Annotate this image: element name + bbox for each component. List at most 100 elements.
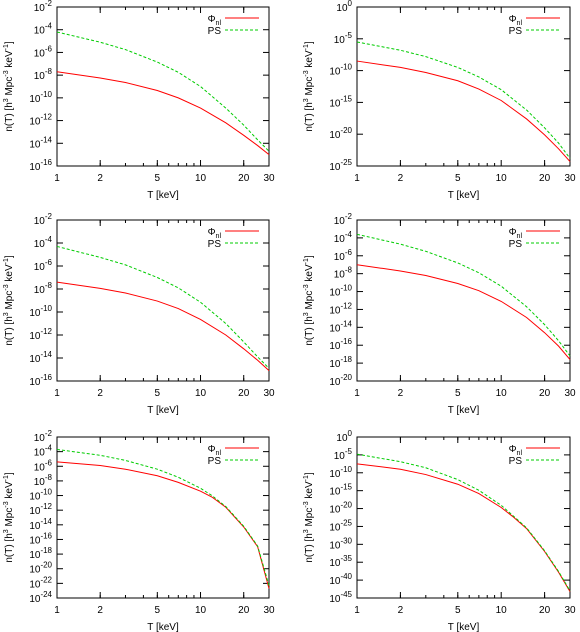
y-tick-label: 10-4 xyxy=(334,230,353,245)
x-tick-label: 30 xyxy=(263,605,275,616)
y-tick-label: 10-4 xyxy=(34,444,53,459)
series-line-ps xyxy=(356,453,571,592)
y-axis-label: n(T) [h3 Mpc-3 keV-1] xyxy=(3,472,15,563)
y-tick-label: 10-12 xyxy=(329,301,352,316)
legend-label: PS xyxy=(509,26,523,37)
chart-panel-4: 1 2 5 10 20 30 10-20 10-18 10-16 10-14 10-12 10-10 1… xyxy=(303,212,576,416)
series-line-ps xyxy=(356,233,571,357)
y-tick-label: 10-40 xyxy=(329,572,352,587)
x-tick-label: 10 xyxy=(195,388,207,399)
y-tick-label: 10-10 xyxy=(329,465,352,480)
legend-label: PS xyxy=(208,239,222,250)
y-tick-label: 10-6 xyxy=(34,258,53,273)
x-tick-label: 5 xyxy=(455,605,461,616)
x-tick-label: 1 xyxy=(354,388,360,399)
x-tick-label: 30 xyxy=(564,388,576,399)
y-tick-label: 10-2 xyxy=(34,429,53,444)
plot-frame xyxy=(356,436,571,599)
x-tick-label: 10 xyxy=(195,605,207,616)
y-tick-label: 10-6 xyxy=(334,248,353,263)
legend-label: PS xyxy=(509,456,523,467)
series-line-ps xyxy=(356,41,571,159)
series-line-ps xyxy=(56,448,270,586)
x-tick-label: 10 xyxy=(195,173,207,184)
legend-label: PS xyxy=(208,26,222,37)
y-tick-label: 10-12 xyxy=(29,327,52,342)
y-tick-label: 10-22 xyxy=(29,575,52,590)
y-tick-label: 10-6 xyxy=(34,458,53,473)
legend-label: Φnl xyxy=(208,444,222,457)
plot-frame xyxy=(56,219,270,382)
x-tick-label: 30 xyxy=(263,173,275,184)
x-tick-label: 1 xyxy=(54,605,60,616)
y-tick-label: 10-35 xyxy=(329,554,352,569)
series-line-phi-nl xyxy=(356,60,571,162)
x-tick-label: 20 xyxy=(238,173,250,184)
chart-panel-1: 1 2 5 10 20 30 10-16 10-14 10-12 10-10 10-8 10-6 10-… xyxy=(3,0,275,201)
legend-label: PS xyxy=(509,239,523,250)
y-tick-label: 10-4 xyxy=(34,235,53,250)
y-tick-label: 10-10 xyxy=(29,304,52,319)
y-tick-label: 10-15 xyxy=(329,483,352,498)
y-tick-label: 10-25 xyxy=(329,518,352,533)
y-tick-label: 10-20 xyxy=(329,501,352,516)
y-axis-label: n(T) [h3 Mpc-3 keV-1] xyxy=(3,41,15,132)
x-tick-label: 2 xyxy=(398,388,404,399)
chart-panel-5: 1 2 5 10 20 3010-2410-2210-2010-1810-1610-141… xyxy=(3,429,275,632)
y-tick-label: 10-24 xyxy=(29,590,52,605)
legend-label: Φnl xyxy=(208,14,222,27)
y-tick-label: 10-12 xyxy=(29,502,52,517)
y-tick-label: 10-6 xyxy=(34,44,53,59)
y-tick-label: 10-25 xyxy=(329,158,352,173)
y-tick-label: 100 xyxy=(336,0,352,14)
x-tick-label: 20 xyxy=(238,605,250,616)
y-tick-label: 10-20 xyxy=(329,373,352,388)
y-axis-label: n(T) [h3 Mpc-3 keV-1] xyxy=(303,472,315,563)
y-tick-label: 10-12 xyxy=(29,113,52,128)
x-tick-label: 20 xyxy=(539,173,551,184)
y-tick-label: 10-18 xyxy=(329,355,352,370)
y-tick-label: 10-10 xyxy=(329,284,352,299)
y-tick-label: 10-10 xyxy=(329,63,352,78)
y-tick-label: 10-10 xyxy=(29,488,52,503)
series-line-phi-nl xyxy=(56,461,270,589)
y-axis-label: n(T) [h3 Mpc-3 keV-1] xyxy=(303,41,315,132)
x-tick-label: 5 xyxy=(455,388,461,399)
x-axis-label: T [keV] xyxy=(147,190,179,201)
y-tick-label: 10-16 xyxy=(329,337,352,352)
x-tick-label: 5 xyxy=(155,605,161,616)
plot-frame xyxy=(56,6,270,167)
y-tick-label: 10-14 xyxy=(29,517,52,532)
x-axis-label: T [keV] xyxy=(448,190,480,201)
x-axis-label: T [keV] xyxy=(448,622,480,632)
y-tick-label: 10-5 xyxy=(334,31,353,46)
x-tick-label: 2 xyxy=(97,173,103,184)
y-tick-label: 10-16 xyxy=(29,158,52,173)
x-axis-label: T [keV] xyxy=(147,622,179,632)
y-tick-label: 10-45 xyxy=(329,590,352,605)
chart-panel-3: 1 2 5 10 20 30 10-16 10-14 10-12 10-10 10-8 10-6 10-… xyxy=(3,212,275,416)
y-tick-label: 10-15 xyxy=(329,94,352,109)
series-line-phi-nl xyxy=(56,71,270,156)
y-tick-label: 10-8 xyxy=(34,67,53,82)
y-tick-label: 10-14 xyxy=(329,319,352,334)
y-tick-label: 10-2 xyxy=(34,212,53,227)
plot-frame xyxy=(356,6,571,167)
x-tick-label: 30 xyxy=(564,605,576,616)
x-tick-label: 20 xyxy=(539,605,551,616)
x-tick-label: 20 xyxy=(238,388,250,399)
y-tick-label: 10-8 xyxy=(334,266,353,281)
x-tick-label: 5 xyxy=(155,173,161,184)
legend-label: Φnl xyxy=(509,14,523,27)
x-tick-label: 2 xyxy=(398,173,404,184)
x-tick-label: 1 xyxy=(354,605,360,616)
y-tick-label: 10-2 xyxy=(34,0,53,14)
y-tick-label: 10-30 xyxy=(329,536,352,551)
series-line-ps xyxy=(56,31,270,152)
x-tick-label: 5 xyxy=(155,388,161,399)
y-tick-label: 10-4 xyxy=(34,22,53,37)
x-tick-label: 2 xyxy=(97,388,103,399)
legend-label: Φnl xyxy=(509,227,523,240)
y-tick-label: 10-14 xyxy=(29,135,52,150)
